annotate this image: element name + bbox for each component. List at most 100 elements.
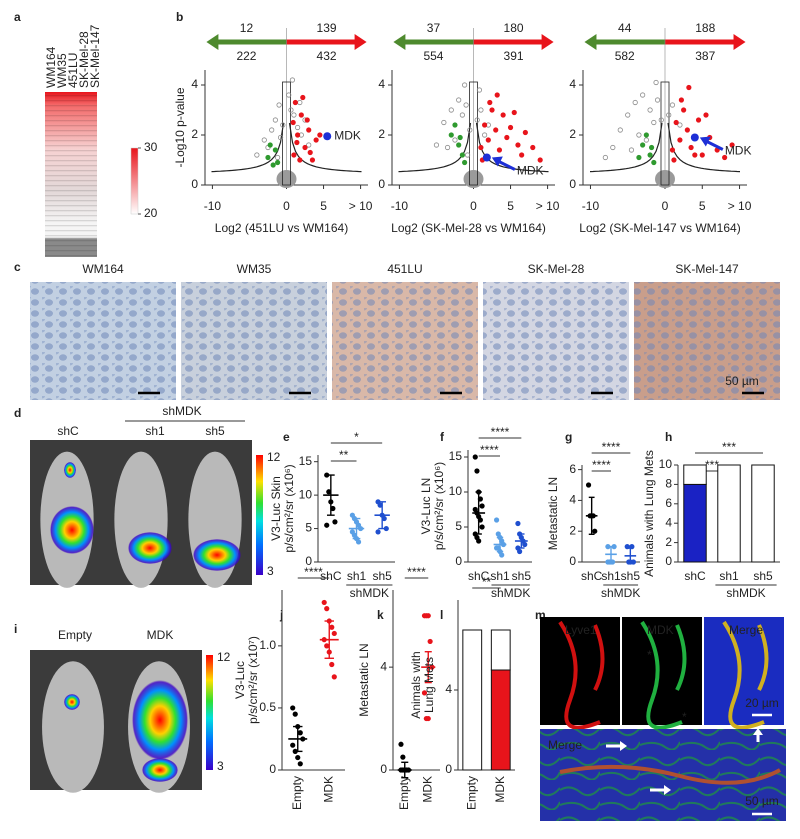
total-count: 554 xyxy=(423,49,443,63)
data-point xyxy=(632,99,638,106)
data-point xyxy=(355,539,362,545)
heatmap-column-label: WM164 xyxy=(44,46,58,88)
data-point xyxy=(254,152,260,158)
highlight-label: MDK xyxy=(725,144,752,158)
x-tick-label: sh5 xyxy=(372,569,392,583)
data-point xyxy=(628,147,635,153)
data-point xyxy=(617,127,623,133)
y-tick-label: 6 xyxy=(665,496,672,510)
data-point xyxy=(313,137,319,143)
data-point xyxy=(681,107,687,113)
heatmap-column-label: 451LU xyxy=(66,53,80,88)
data-point xyxy=(653,79,659,86)
threshold-curve xyxy=(589,122,741,173)
x-tick-label: MDK xyxy=(420,776,434,803)
significance-label: **** xyxy=(491,425,510,439)
y-tick-label: 0 xyxy=(665,554,672,568)
data-point xyxy=(651,119,657,126)
data-point xyxy=(269,127,275,133)
data-point xyxy=(462,159,468,166)
y-axis-label: -Log10 p-value xyxy=(173,87,187,167)
data-point xyxy=(651,159,657,166)
y-tick-label: 6 xyxy=(569,462,576,476)
data-point xyxy=(297,157,303,163)
x-tick-label: sh5 xyxy=(621,569,641,583)
y-tick-label: 0 xyxy=(445,762,452,776)
data-point xyxy=(602,154,608,161)
y-tick-label: 2 xyxy=(191,127,198,141)
data-point xyxy=(425,715,431,722)
pointer-arrow-head xyxy=(620,741,627,751)
micrograph-label: SK-Mel-147 xyxy=(675,262,739,276)
bar-segment xyxy=(717,464,741,563)
y-axis-label: V3-Luc LN xyxy=(419,478,433,535)
data-point xyxy=(332,519,338,525)
data-point xyxy=(456,97,462,103)
y-tick-label: 15 xyxy=(299,454,313,468)
scale-label: 50 µm xyxy=(745,794,779,808)
data-point xyxy=(290,705,296,711)
significance-label: * xyxy=(354,430,359,444)
y-axis-label: p/s/cm²/sr (x10⁶) xyxy=(432,462,446,550)
y-axis-label: Animals with xyxy=(409,651,423,718)
direction-arrow-head xyxy=(354,34,367,50)
y-tick-label: 10 xyxy=(449,484,463,498)
data-point xyxy=(625,112,631,118)
panel-letter: m xyxy=(535,608,546,622)
colorbar xyxy=(206,655,213,770)
y-axis-label: p/s/cm²/sr (x10⁶) xyxy=(282,464,296,552)
data-point xyxy=(522,129,528,136)
threshold-box xyxy=(469,81,478,186)
data-point xyxy=(400,754,406,760)
y-tick-label: 4 xyxy=(378,77,385,91)
data-point xyxy=(452,122,458,128)
regulated-count: 37 xyxy=(427,21,441,35)
data-point xyxy=(537,157,543,163)
y-tick-label: 2 xyxy=(569,127,576,141)
mouse xyxy=(114,451,168,588)
y-tick-label: 15 xyxy=(449,449,463,463)
y-tick-label: 4 xyxy=(569,493,576,507)
bar-segment xyxy=(751,464,775,563)
data-point xyxy=(677,122,683,128)
data-point xyxy=(381,515,387,522)
channel-label: MDK xyxy=(647,623,674,637)
data-point xyxy=(297,99,303,106)
confocal-texture xyxy=(540,729,786,821)
data-point xyxy=(648,144,655,151)
data-point xyxy=(272,147,278,153)
x-tick-label: Empty xyxy=(397,776,411,810)
data-point xyxy=(507,124,514,131)
asterisk: * xyxy=(647,648,652,662)
panel-letter: c xyxy=(14,260,21,274)
data-point xyxy=(295,132,301,138)
signal-blob xyxy=(132,680,188,760)
y-axis-label: V3-Luc xyxy=(233,661,247,699)
data-point xyxy=(289,77,296,83)
heatmap-scale-label: 20 xyxy=(144,206,158,220)
data-point xyxy=(448,107,454,113)
regulated-count: 12 xyxy=(240,21,254,35)
x-tick-label: sh5 xyxy=(512,569,532,583)
x-tick-label: shC xyxy=(581,569,603,583)
data-point xyxy=(654,97,661,103)
data-point xyxy=(699,152,705,158)
density-cloud xyxy=(463,170,484,188)
significance-label: **** xyxy=(304,565,323,579)
heatmap-column-label: SK-Mel-147 xyxy=(88,24,102,88)
data-point xyxy=(398,741,404,747)
micrograph-cells xyxy=(634,282,780,400)
data-point xyxy=(294,139,300,146)
y-tick-label: 2 xyxy=(569,523,576,537)
y-tick-label: 1.0 xyxy=(259,638,276,652)
pointer-arrow-head xyxy=(664,785,671,795)
data-point xyxy=(324,522,330,528)
heatmap-scale xyxy=(130,147,139,215)
data-point xyxy=(467,127,473,133)
bar-segment xyxy=(683,483,707,563)
data-point xyxy=(695,117,702,123)
data-point xyxy=(678,97,685,103)
data-point xyxy=(658,117,664,123)
